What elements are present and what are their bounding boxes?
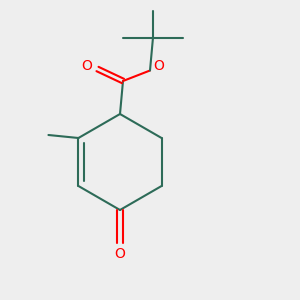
- Text: O: O: [115, 248, 125, 261]
- Text: O: O: [81, 59, 92, 73]
- Text: O: O: [153, 59, 164, 73]
